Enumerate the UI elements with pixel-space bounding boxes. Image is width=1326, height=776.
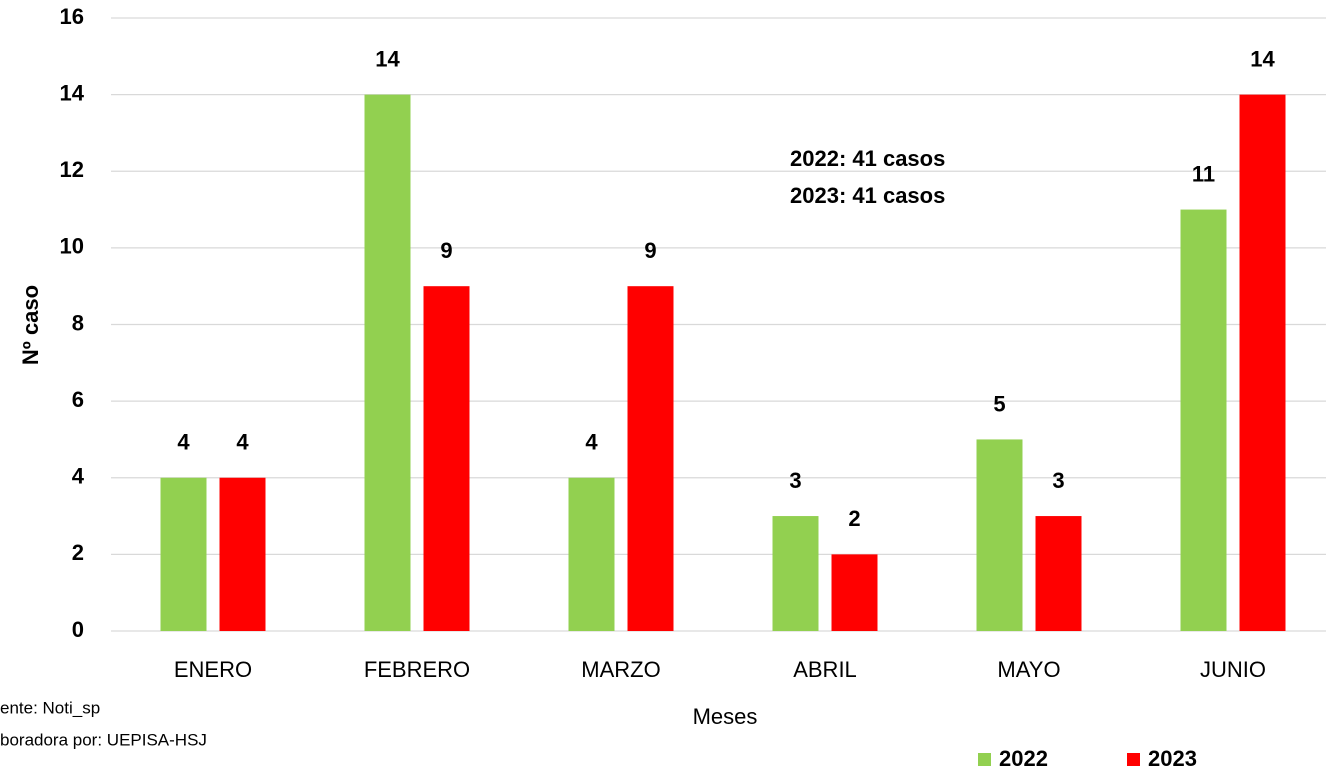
y-tick-label: 4 <box>72 464 85 489</box>
bar <box>423 286 470 631</box>
y-tick-label: 14 <box>60 80 85 105</box>
legend-swatch <box>978 753 991 766</box>
y-tick-label: 0 <box>72 617 84 642</box>
value-label: 3 <box>1052 468 1064 493</box>
x-tick-label: MAYO <box>997 657 1060 682</box>
value-label: 4 <box>236 430 249 455</box>
y-tick-label: 16 <box>60 4 84 29</box>
value-label: 4 <box>585 430 598 455</box>
bar <box>1035 516 1082 631</box>
x-axis-label: Meses <box>693 704 758 729</box>
bar <box>568 477 615 631</box>
bar <box>219 477 266 631</box>
bar <box>627 286 674 631</box>
x-tick-label: MARZO <box>581 657 660 682</box>
x-tick-label: ENERO <box>174 657 252 682</box>
value-label: 2 <box>848 506 860 531</box>
annotation: 2023: 41 casos <box>790 183 945 208</box>
x-tick-label: FEBRERO <box>364 657 470 682</box>
value-label: 14 <box>375 46 400 71</box>
x-tick-label: JUNIO <box>1200 657 1266 682</box>
y-tick-label: 2 <box>72 540 84 565</box>
bar <box>364 94 411 631</box>
source-note: boradora por: UEPISA-HSJ <box>0 730 207 749</box>
x-tick-label: ABRIL <box>793 657 857 682</box>
y-tick-label: 12 <box>60 157 84 182</box>
value-label: 9 <box>644 238 656 263</box>
bar <box>772 516 819 631</box>
bar <box>1180 209 1227 631</box>
value-label: 11 <box>1192 161 1215 186</box>
y-axis-label: Nº caso <box>18 285 43 365</box>
y-tick-label: 8 <box>72 310 84 335</box>
value-label: 9 <box>440 238 452 263</box>
annotation: 2022: 41 casos <box>790 146 945 171</box>
source-note: ente: Noti_sp <box>0 698 100 717</box>
value-label: 5 <box>993 391 1005 416</box>
value-label: 3 <box>789 468 801 493</box>
value-label: 4 <box>177 430 190 455</box>
legend-label: 2022 <box>999 746 1048 771</box>
legend-swatch <box>1127 753 1140 766</box>
bar <box>976 439 1023 631</box>
legend-label: 2023 <box>1148 746 1197 771</box>
value-label: 14 <box>1250 46 1275 71</box>
bar <box>1239 94 1286 631</box>
bar <box>160 477 207 631</box>
y-tick-label: 10 <box>60 234 84 259</box>
y-tick-label: 6 <box>72 387 84 412</box>
bar <box>831 554 878 631</box>
